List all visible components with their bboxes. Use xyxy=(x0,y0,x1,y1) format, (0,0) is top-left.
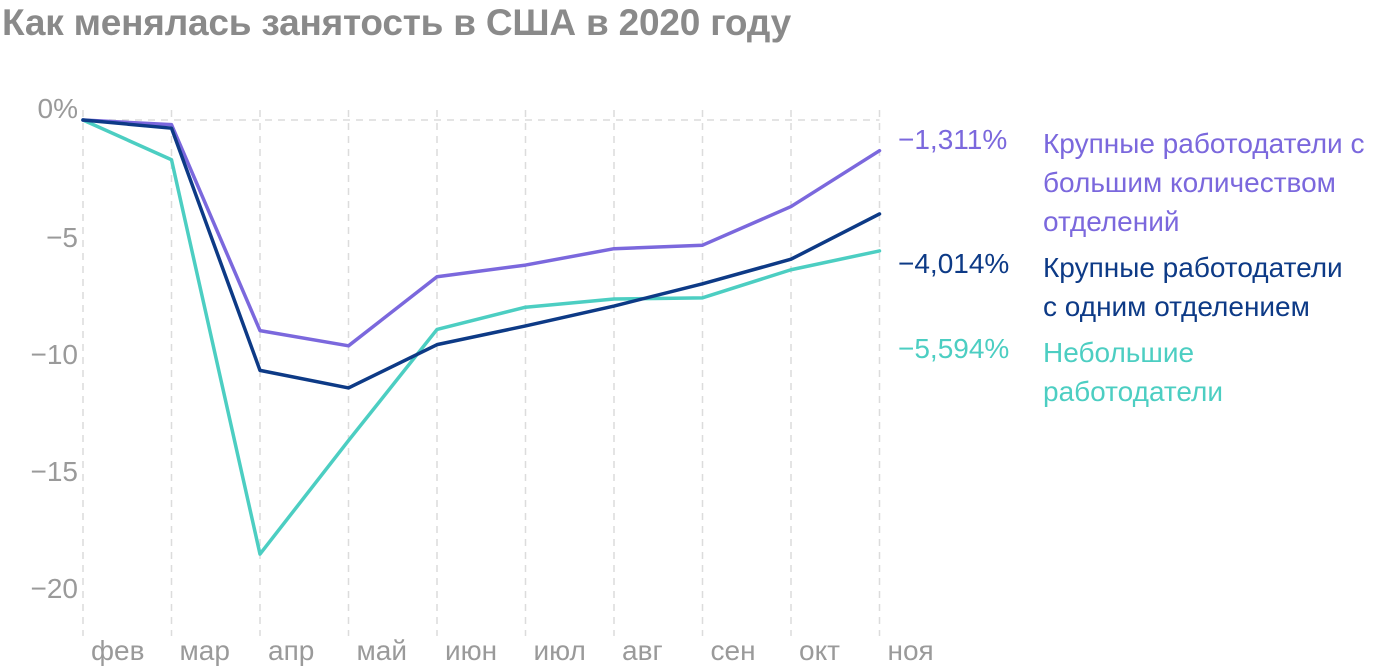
x-tick-label: апр xyxy=(268,635,314,666)
y-tick-label: −10 xyxy=(31,339,79,370)
x-tick-label: ноя xyxy=(888,635,934,666)
y-tick-label: −20 xyxy=(31,573,79,604)
legend-name-large-single: Крупные работодатели с одним отделением xyxy=(1043,252,1343,322)
x-tick-label: май xyxy=(357,635,407,666)
series-line-1 xyxy=(81,118,882,348)
x-tick-label: фев xyxy=(91,635,144,666)
x-tick-label: июн xyxy=(445,635,497,666)
y-tick-label: −15 xyxy=(31,456,79,487)
x-tick-label: мар xyxy=(180,635,230,666)
y-tick-label: −5 xyxy=(46,222,78,253)
x-tick-label: окт xyxy=(799,635,840,666)
legend-name-small: Небольшие работодатели xyxy=(1043,337,1224,407)
x-tick-label: авг xyxy=(622,635,663,666)
legend-value-small: −5,594% xyxy=(898,333,1010,364)
chart-title: Как менялась занятость в США в 2020 году xyxy=(2,2,791,43)
legend-value-large-multi: −1,311% xyxy=(898,124,1008,155)
y-axis: 0% −5 −10 −15 −20 xyxy=(31,93,79,604)
x-tick-label: июл xyxy=(534,635,586,666)
x-tick-label: сен xyxy=(711,635,756,666)
y-tick-label: 0% xyxy=(38,93,78,124)
grid-lines xyxy=(82,110,881,636)
x-axis: фев мар апр май июн июл авг сен окт ноя xyxy=(91,635,934,666)
legend-value-large-single: −4,014% xyxy=(898,248,1010,279)
legend-name-large-multi: Крупные работодатели с большим количеств… xyxy=(1043,128,1365,237)
series-lines xyxy=(81,118,882,556)
series-line-2 xyxy=(81,118,882,390)
series-line-3 xyxy=(81,118,882,556)
